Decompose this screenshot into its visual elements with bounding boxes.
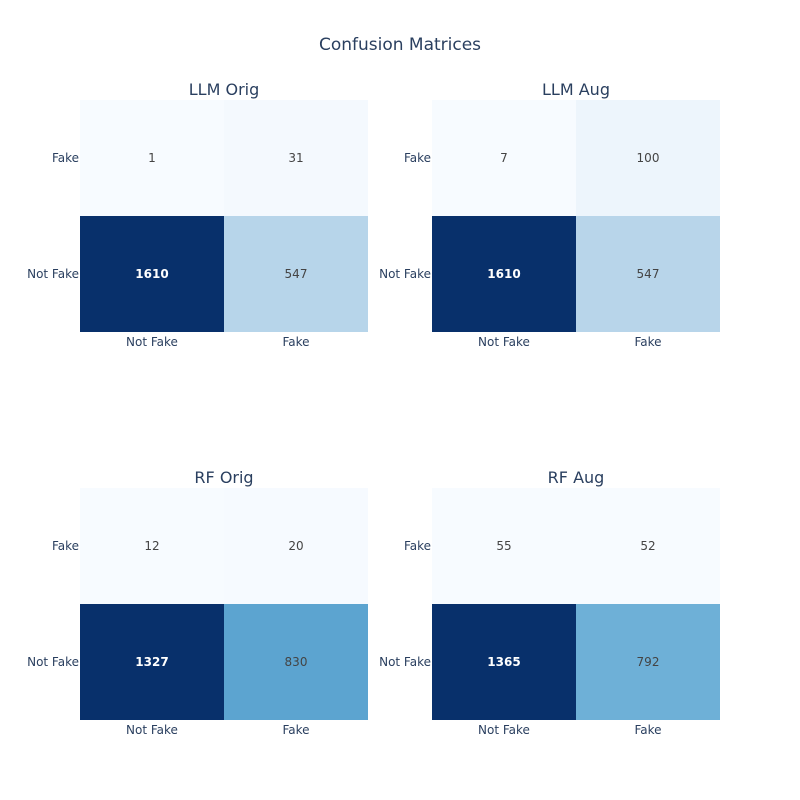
heatmap-cell bbox=[80, 216, 224, 332]
heatmap-cell bbox=[80, 488, 224, 604]
cell-value-label: 1610 bbox=[487, 267, 520, 281]
y-tick-label: Fake bbox=[404, 539, 431, 553]
chart-title: Confusion Matrices bbox=[319, 35, 481, 55]
x-tick-label: Fake bbox=[634, 335, 661, 349]
heatmap-cell bbox=[80, 100, 224, 216]
cell-value-label: 31 bbox=[288, 151, 303, 165]
heatmap-cell bbox=[432, 488, 576, 604]
panel-title: RF Aug bbox=[548, 468, 605, 487]
cell-value-label: 792 bbox=[637, 655, 660, 669]
heatmap-cell bbox=[576, 604, 720, 720]
y-tick-label: Fake bbox=[52, 539, 79, 553]
heatmap-cell bbox=[576, 216, 720, 332]
heatmap-cell bbox=[576, 100, 720, 216]
heatmap-panel: RF Orig 1327 830 12 20 Not Fake Fake Not Fake Fa… bbox=[27, 468, 368, 737]
cell-value-label: 1610 bbox=[135, 267, 168, 281]
cell-value-label: 7 bbox=[500, 151, 508, 165]
cell-value-label: 12 bbox=[144, 539, 159, 553]
y-tick-label: Not Fake bbox=[379, 267, 431, 281]
y-tick-label: Fake bbox=[404, 151, 431, 165]
cell-value-label: 1 bbox=[148, 151, 156, 165]
y-tick-label: Not Fake bbox=[27, 267, 79, 281]
heatmap-cell bbox=[224, 216, 368, 332]
heatmap-cell bbox=[224, 100, 368, 216]
cell-value-label: 830 bbox=[285, 655, 308, 669]
x-tick-label: Not Fake bbox=[478, 723, 530, 737]
y-tick-label: Not Fake bbox=[27, 655, 79, 669]
panel-title: LLM Aug bbox=[542, 80, 610, 99]
y-tick-label: Fake bbox=[52, 151, 79, 165]
heatmap-cell bbox=[224, 604, 368, 720]
heatmap-panel: RF Aug 1365 792 55 52 Not Fake Fake Not Fake Fak… bbox=[379, 468, 720, 737]
x-tick-label: Fake bbox=[282, 335, 309, 349]
panel-title: RF Orig bbox=[194, 468, 253, 487]
cell-value-label: 52 bbox=[640, 539, 655, 553]
heatmap-cell bbox=[432, 100, 576, 216]
cell-value-label: 1365 bbox=[487, 655, 520, 669]
heatmap-cell bbox=[80, 604, 224, 720]
x-tick-label: Not Fake bbox=[126, 723, 178, 737]
cell-value-label: 547 bbox=[637, 267, 660, 281]
heatmap-panel: LLM Orig 1610 547 1 31 Not Fake Fake Not Fake Fa… bbox=[27, 80, 368, 349]
panel-title: LLM Orig bbox=[189, 80, 260, 99]
x-tick-label: Fake bbox=[282, 723, 309, 737]
cell-value-label: 20 bbox=[288, 539, 303, 553]
cell-value-label: 1327 bbox=[135, 655, 168, 669]
heatmap-cell bbox=[432, 216, 576, 332]
heatmap-cell bbox=[224, 488, 368, 604]
heatmap-cell bbox=[432, 604, 576, 720]
x-tick-label: Fake bbox=[634, 723, 661, 737]
y-tick-label: Not Fake bbox=[379, 655, 431, 669]
cell-value-label: 55 bbox=[496, 539, 511, 553]
cell-value-label: 547 bbox=[285, 267, 308, 281]
cell-value-label: 100 bbox=[637, 151, 660, 165]
x-tick-label: Not Fake bbox=[126, 335, 178, 349]
x-tick-label: Not Fake bbox=[478, 335, 530, 349]
heatmap-panel: LLM Aug 1610 547 7 100 Not Fake Fake Not Fake Fa… bbox=[379, 80, 720, 349]
heatmap-cell bbox=[576, 488, 720, 604]
heatmap-panels: LLM Orig 1610 547 1 31 Not Fake Fake Not Fake Fa… bbox=[27, 80, 720, 737]
